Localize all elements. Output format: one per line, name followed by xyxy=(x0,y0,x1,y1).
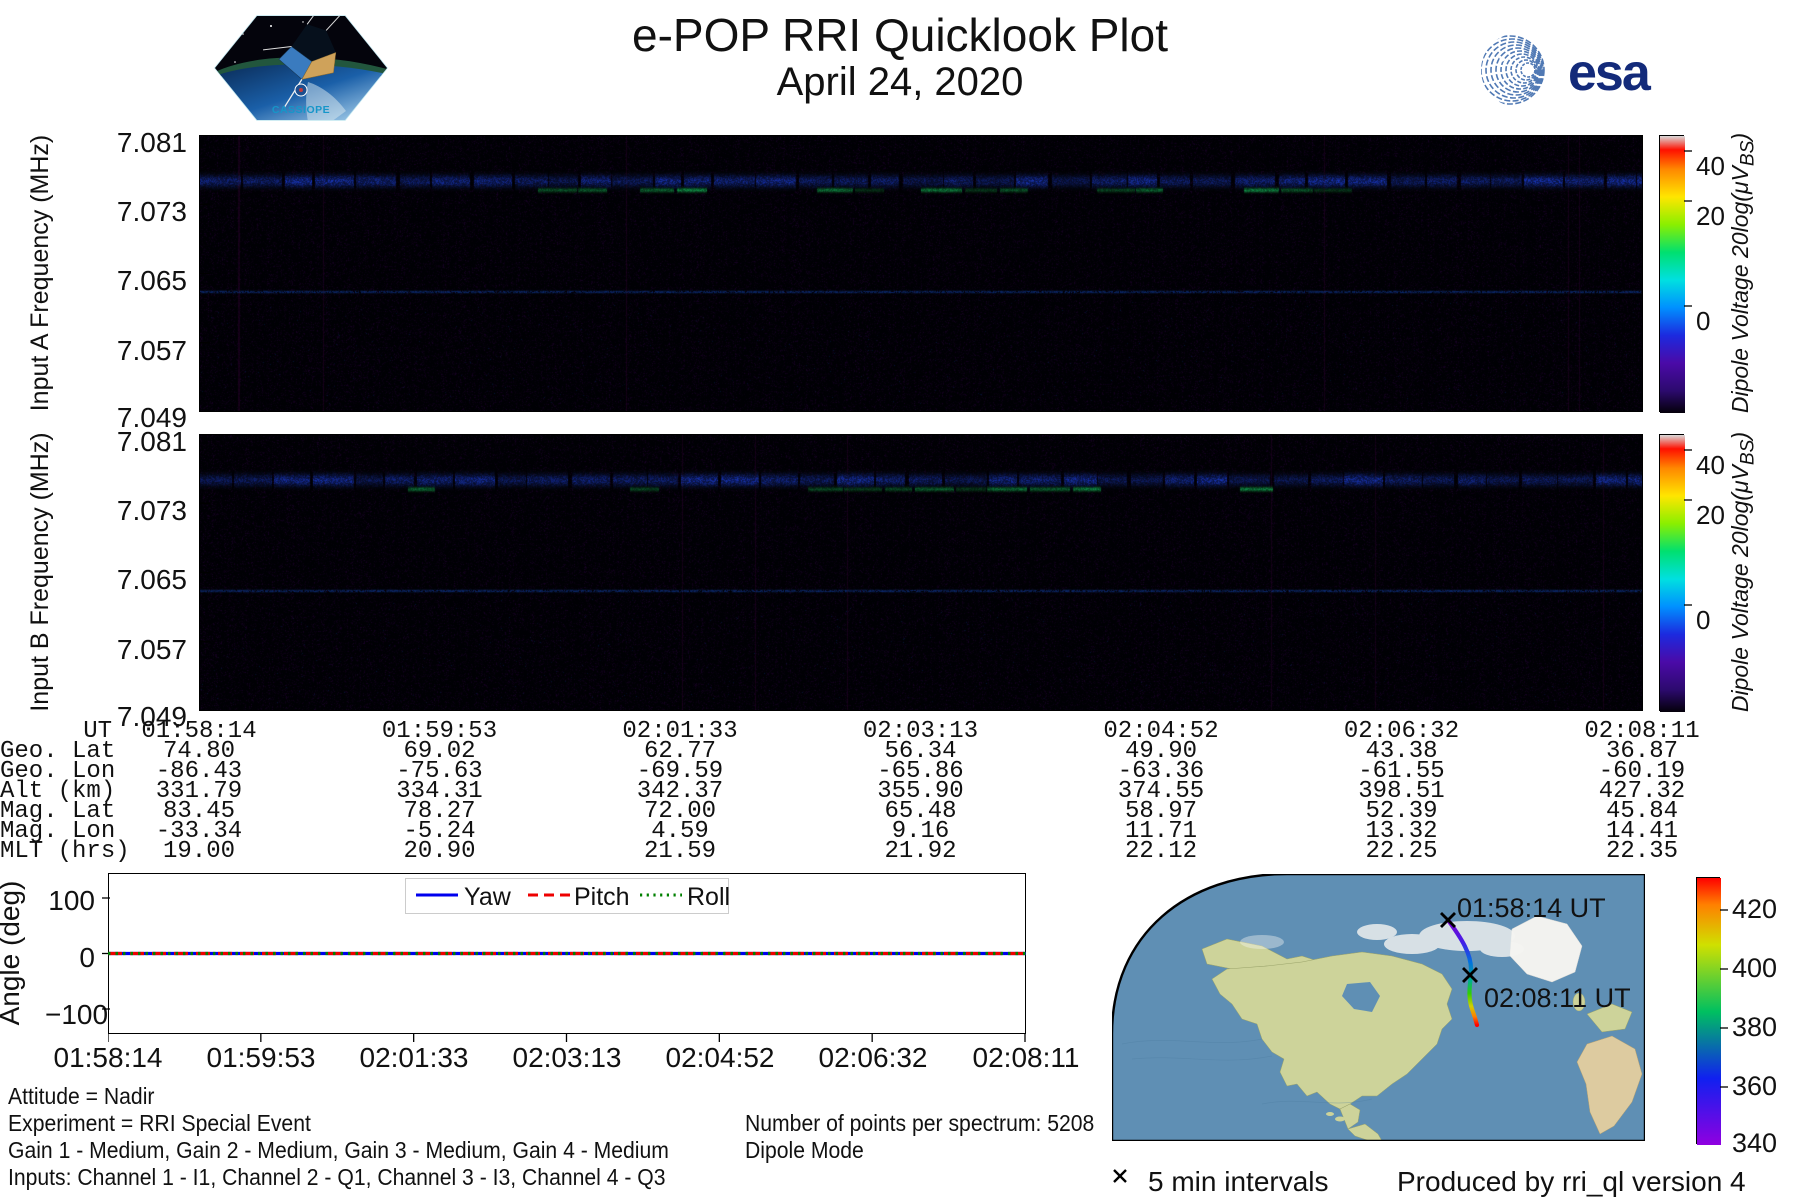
svg-text:CASSIOPE: CASSIOPE xyxy=(272,104,330,116)
svg-text:esa: esa xyxy=(1568,44,1652,102)
